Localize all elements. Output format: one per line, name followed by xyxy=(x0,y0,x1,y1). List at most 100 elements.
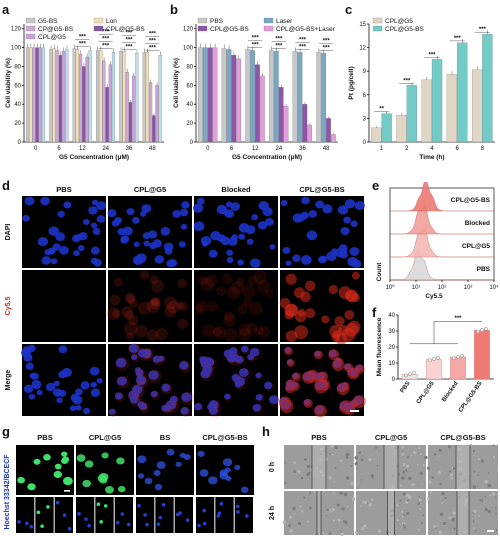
cy55-signal xyxy=(135,325,148,338)
texture xyxy=(301,510,304,513)
texture xyxy=(437,470,441,474)
cell xyxy=(144,477,153,485)
cy55-signal xyxy=(116,375,130,389)
legend-label: CPL@G5-BS+Laser xyxy=(276,26,336,33)
x-tick-label: 2 xyxy=(405,146,409,152)
cy55-signal xyxy=(254,326,264,336)
cell xyxy=(202,508,206,513)
texture xyxy=(401,453,405,456)
nucleus xyxy=(178,241,186,248)
nucleus xyxy=(285,260,292,266)
nucleus xyxy=(161,383,171,392)
cy55-signal xyxy=(321,315,330,324)
texture xyxy=(452,511,456,515)
cell xyxy=(96,502,101,507)
cell xyxy=(153,469,161,476)
significance-stars: *** xyxy=(323,38,331,44)
texture xyxy=(451,517,456,522)
y-tick-label: 20 xyxy=(388,345,395,351)
texture xyxy=(419,508,421,511)
texture xyxy=(354,531,358,535)
cell xyxy=(76,454,86,462)
nucleus xyxy=(58,370,68,379)
texture xyxy=(334,467,337,470)
texture xyxy=(413,451,417,455)
significance-stars: *** xyxy=(275,36,283,42)
bar xyxy=(128,102,132,143)
data-point xyxy=(428,358,432,363)
cy55-signal xyxy=(246,322,258,334)
texture xyxy=(350,481,354,486)
cell xyxy=(40,524,44,528)
cell xyxy=(53,470,63,479)
nucleus xyxy=(23,384,34,394)
nucleus xyxy=(128,343,139,353)
texture xyxy=(477,451,479,453)
texture xyxy=(439,482,442,486)
texture xyxy=(340,532,344,536)
nucleus xyxy=(226,256,234,264)
nucleus xyxy=(292,254,301,262)
texture xyxy=(330,444,334,448)
nucleus xyxy=(192,203,204,213)
texture xyxy=(360,505,362,507)
y-tick-label: 80 xyxy=(14,64,21,70)
nucleus xyxy=(301,196,310,205)
bar xyxy=(132,75,136,143)
nucleus xyxy=(96,378,103,384)
nucleus xyxy=(234,381,242,388)
nucleus xyxy=(200,236,212,246)
cy55-signal xyxy=(224,393,233,402)
cy55-signal xyxy=(200,277,215,292)
texture xyxy=(402,492,406,496)
x-tick-label: CPL@G5 xyxy=(416,380,436,405)
cy55-signal xyxy=(252,403,264,415)
cy55-signal xyxy=(268,394,282,407)
cell xyxy=(222,458,233,467)
bar xyxy=(482,34,493,143)
bar xyxy=(250,50,255,143)
cy55-signal xyxy=(124,309,135,320)
nucleus xyxy=(148,370,159,380)
bar xyxy=(273,51,279,143)
cy55-signal xyxy=(351,271,360,280)
nucleus xyxy=(90,388,101,398)
nucleus xyxy=(269,395,279,404)
column-label: PBS xyxy=(56,185,71,194)
micrograph-inset xyxy=(215,497,234,533)
texture xyxy=(366,527,369,529)
texture xyxy=(378,529,382,533)
texture xyxy=(310,468,312,471)
column-label: CPL@G5 xyxy=(134,185,166,194)
significance-stars: *** xyxy=(323,45,331,51)
texture xyxy=(350,473,353,476)
cy55-signal xyxy=(180,391,195,405)
nucleus xyxy=(340,248,348,255)
x-axis-label: G5 Concentration (μM) xyxy=(232,154,302,161)
y-axis-label: Mean fluorescence xyxy=(376,317,383,376)
texture xyxy=(334,445,338,450)
nucleus xyxy=(114,392,123,400)
significance-stars: *** xyxy=(125,44,133,50)
nucleus xyxy=(63,201,72,209)
y-tick-label: 60 xyxy=(186,83,193,89)
texture xyxy=(333,519,336,522)
significance-stars: *** xyxy=(125,37,133,43)
y-tick-label: 0 xyxy=(363,140,367,146)
texture xyxy=(309,506,312,510)
bar xyxy=(88,50,92,143)
y-axis-label: Cell viability (%) xyxy=(173,58,180,108)
cell xyxy=(137,455,147,464)
nucleus xyxy=(59,245,69,255)
panel-label-h: h xyxy=(262,424,270,439)
texture xyxy=(370,473,374,478)
micrograph-inset xyxy=(196,497,215,533)
bar xyxy=(316,52,322,143)
y-axis-label: Pt (pg/cell) xyxy=(348,66,355,99)
nucleus xyxy=(90,381,97,388)
micrograph xyxy=(136,445,194,495)
nucleus xyxy=(216,204,228,215)
nucleus xyxy=(220,236,231,246)
nucleus xyxy=(70,393,80,402)
x-tick-label: PBS xyxy=(400,381,412,395)
